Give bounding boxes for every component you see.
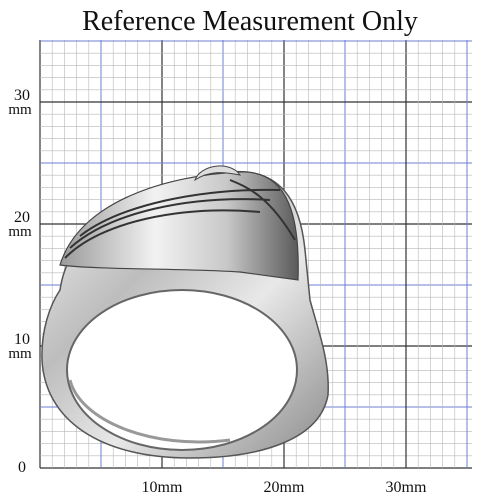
ring-ridges (64, 179, 296, 259)
y-label-number: 20 (14, 209, 30, 226)
ring-inner-shine (68, 379, 231, 444)
ring-hole (66, 289, 298, 451)
origin-label: 0 (18, 459, 26, 476)
y-label-unit: mm (8, 102, 32, 118)
ring (41, 165, 329, 459)
ring-twist (194, 165, 242, 182)
title: Reference Measurement Only (82, 6, 418, 37)
y-label-number: 10 (14, 331, 30, 348)
x-label: 10mm (142, 479, 183, 496)
x-label: 20mm (264, 479, 305, 496)
y-label-unit: mm (8, 224, 32, 240)
y-label-number: 30 (14, 87, 30, 104)
y-label-unit: mm (8, 346, 32, 362)
x-label: 30mm (386, 479, 427, 496)
